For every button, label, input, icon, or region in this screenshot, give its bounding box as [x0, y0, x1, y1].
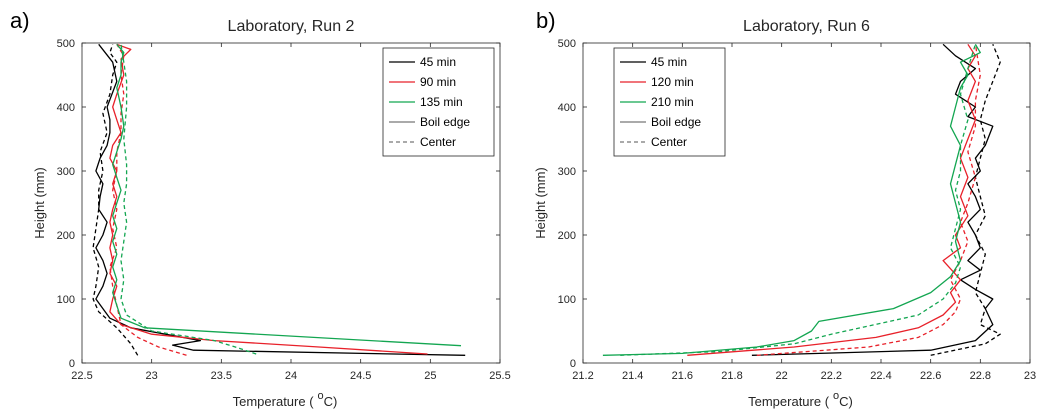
x-axis-label-unit: C) [839, 394, 853, 409]
chart-title: Laboratory, Run 2 [228, 18, 355, 35]
x-tick-label: 23 [146, 370, 158, 382]
series-group [92, 43, 466, 356]
panel-label: b) [536, 8, 556, 33]
x-tick-label: 22.2 [821, 370, 842, 382]
x-tick-label: 24.5 [350, 370, 371, 382]
legend-label: Boil edge [651, 115, 701, 129]
x-tick-label: 23 [1024, 370, 1036, 382]
x-axis-label: Temperature (oC) [233, 390, 338, 409]
series-line-210-min-center [620, 44, 977, 356]
legend-label: Center [420, 135, 456, 149]
x-tick-label: 21.2 [572, 370, 593, 382]
series-line-45-min-center [930, 44, 1001, 356]
y-tick-label: 500 [57, 38, 75, 50]
series-line-120-min-center [756, 44, 981, 356]
legend-label: Boil edge [420, 115, 470, 129]
x-tick-label: 25 [424, 370, 436, 382]
x-tick-label: 21.8 [721, 370, 742, 382]
x-axis-label-unit: C) [324, 394, 338, 409]
legend-label: 135 min [420, 95, 463, 109]
chart-panel-2: 21.2 21.4 21.6 21.8 22 22.2 22.4 22.6 22.8 23 0 100… [533, 8, 1036, 409]
y-tick-label: 100 [57, 294, 75, 306]
x-tick-label: 24 [285, 370, 297, 382]
x-tick-label: 22.4 [870, 370, 891, 382]
panel-label: a) [10, 8, 30, 33]
x-tick-label: 22 [776, 370, 788, 382]
legend: 45 min 120 min 210 min Boil edge Center [613, 47, 726, 157]
legend-label: 210 min [651, 95, 694, 109]
y-tick-label: 400 [558, 102, 576, 114]
x-axis-label-degree: o [833, 390, 839, 402]
chart-title: Laboratory, Run 6 [743, 18, 870, 35]
y-tick-label: 0 [69, 358, 75, 370]
legend-label: Center [651, 135, 687, 149]
series-line-90-min-boil-edge [109, 43, 428, 355]
series-group [602, 43, 1001, 356]
x-tick-label: 22.6 [920, 370, 941, 382]
y-tick-label: 100 [558, 294, 576, 306]
y-axis-label: Height (mm) [533, 167, 548, 239]
x-axis-label-text: Temperature ( [233, 394, 315, 409]
y-tick-label: 300 [57, 166, 75, 178]
series-line-210-min-boil-edge [602, 43, 981, 356]
series-line-135-min-boil-edge [112, 43, 462, 347]
x-axis-label: Temperature (oC) [748, 390, 853, 409]
legend-label: 120 min [651, 75, 694, 89]
axes-box [582, 42, 1031, 364]
chart-panel-1: 22.5 23 23.5 24 24.5 25 25.5 0 100 200 300 400 500 La… [10, 8, 511, 409]
y-tick-label: 0 [570, 358, 576, 370]
x-tick-label: 25.5 [489, 370, 510, 382]
y-tick-label: 200 [558, 230, 576, 242]
legend-label: 45 min [651, 55, 687, 69]
series-line-120-min-boil-edge [687, 43, 977, 356]
y-axis-label: Height (mm) [32, 167, 47, 239]
series-line-90-min-center [109, 43, 187, 356]
legend-label: 90 min [420, 75, 456, 89]
legend: 45 min 90 min 135 min Boil edge Center [382, 47, 495, 157]
x-axis-label-text: Temperature ( [748, 394, 830, 409]
y-tick-label: 300 [558, 166, 576, 178]
y-tick-label: 200 [57, 230, 75, 242]
legend-label: 45 min [420, 55, 456, 69]
x-tick-label: 21.6 [672, 370, 693, 382]
x-tick-label: 23.5 [211, 370, 232, 382]
x-tick-label: 21.4 [622, 370, 643, 382]
x-axis-label-degree: o [318, 390, 324, 402]
x-tick-label: 22.8 [970, 370, 991, 382]
y-tick-label: 500 [558, 38, 576, 50]
series-line-45-min-boil-edge [751, 43, 994, 356]
x-tick-label: 22.5 [71, 370, 92, 382]
series-line-135-min-center [120, 44, 257, 355]
y-tick-label: 400 [57, 102, 75, 114]
